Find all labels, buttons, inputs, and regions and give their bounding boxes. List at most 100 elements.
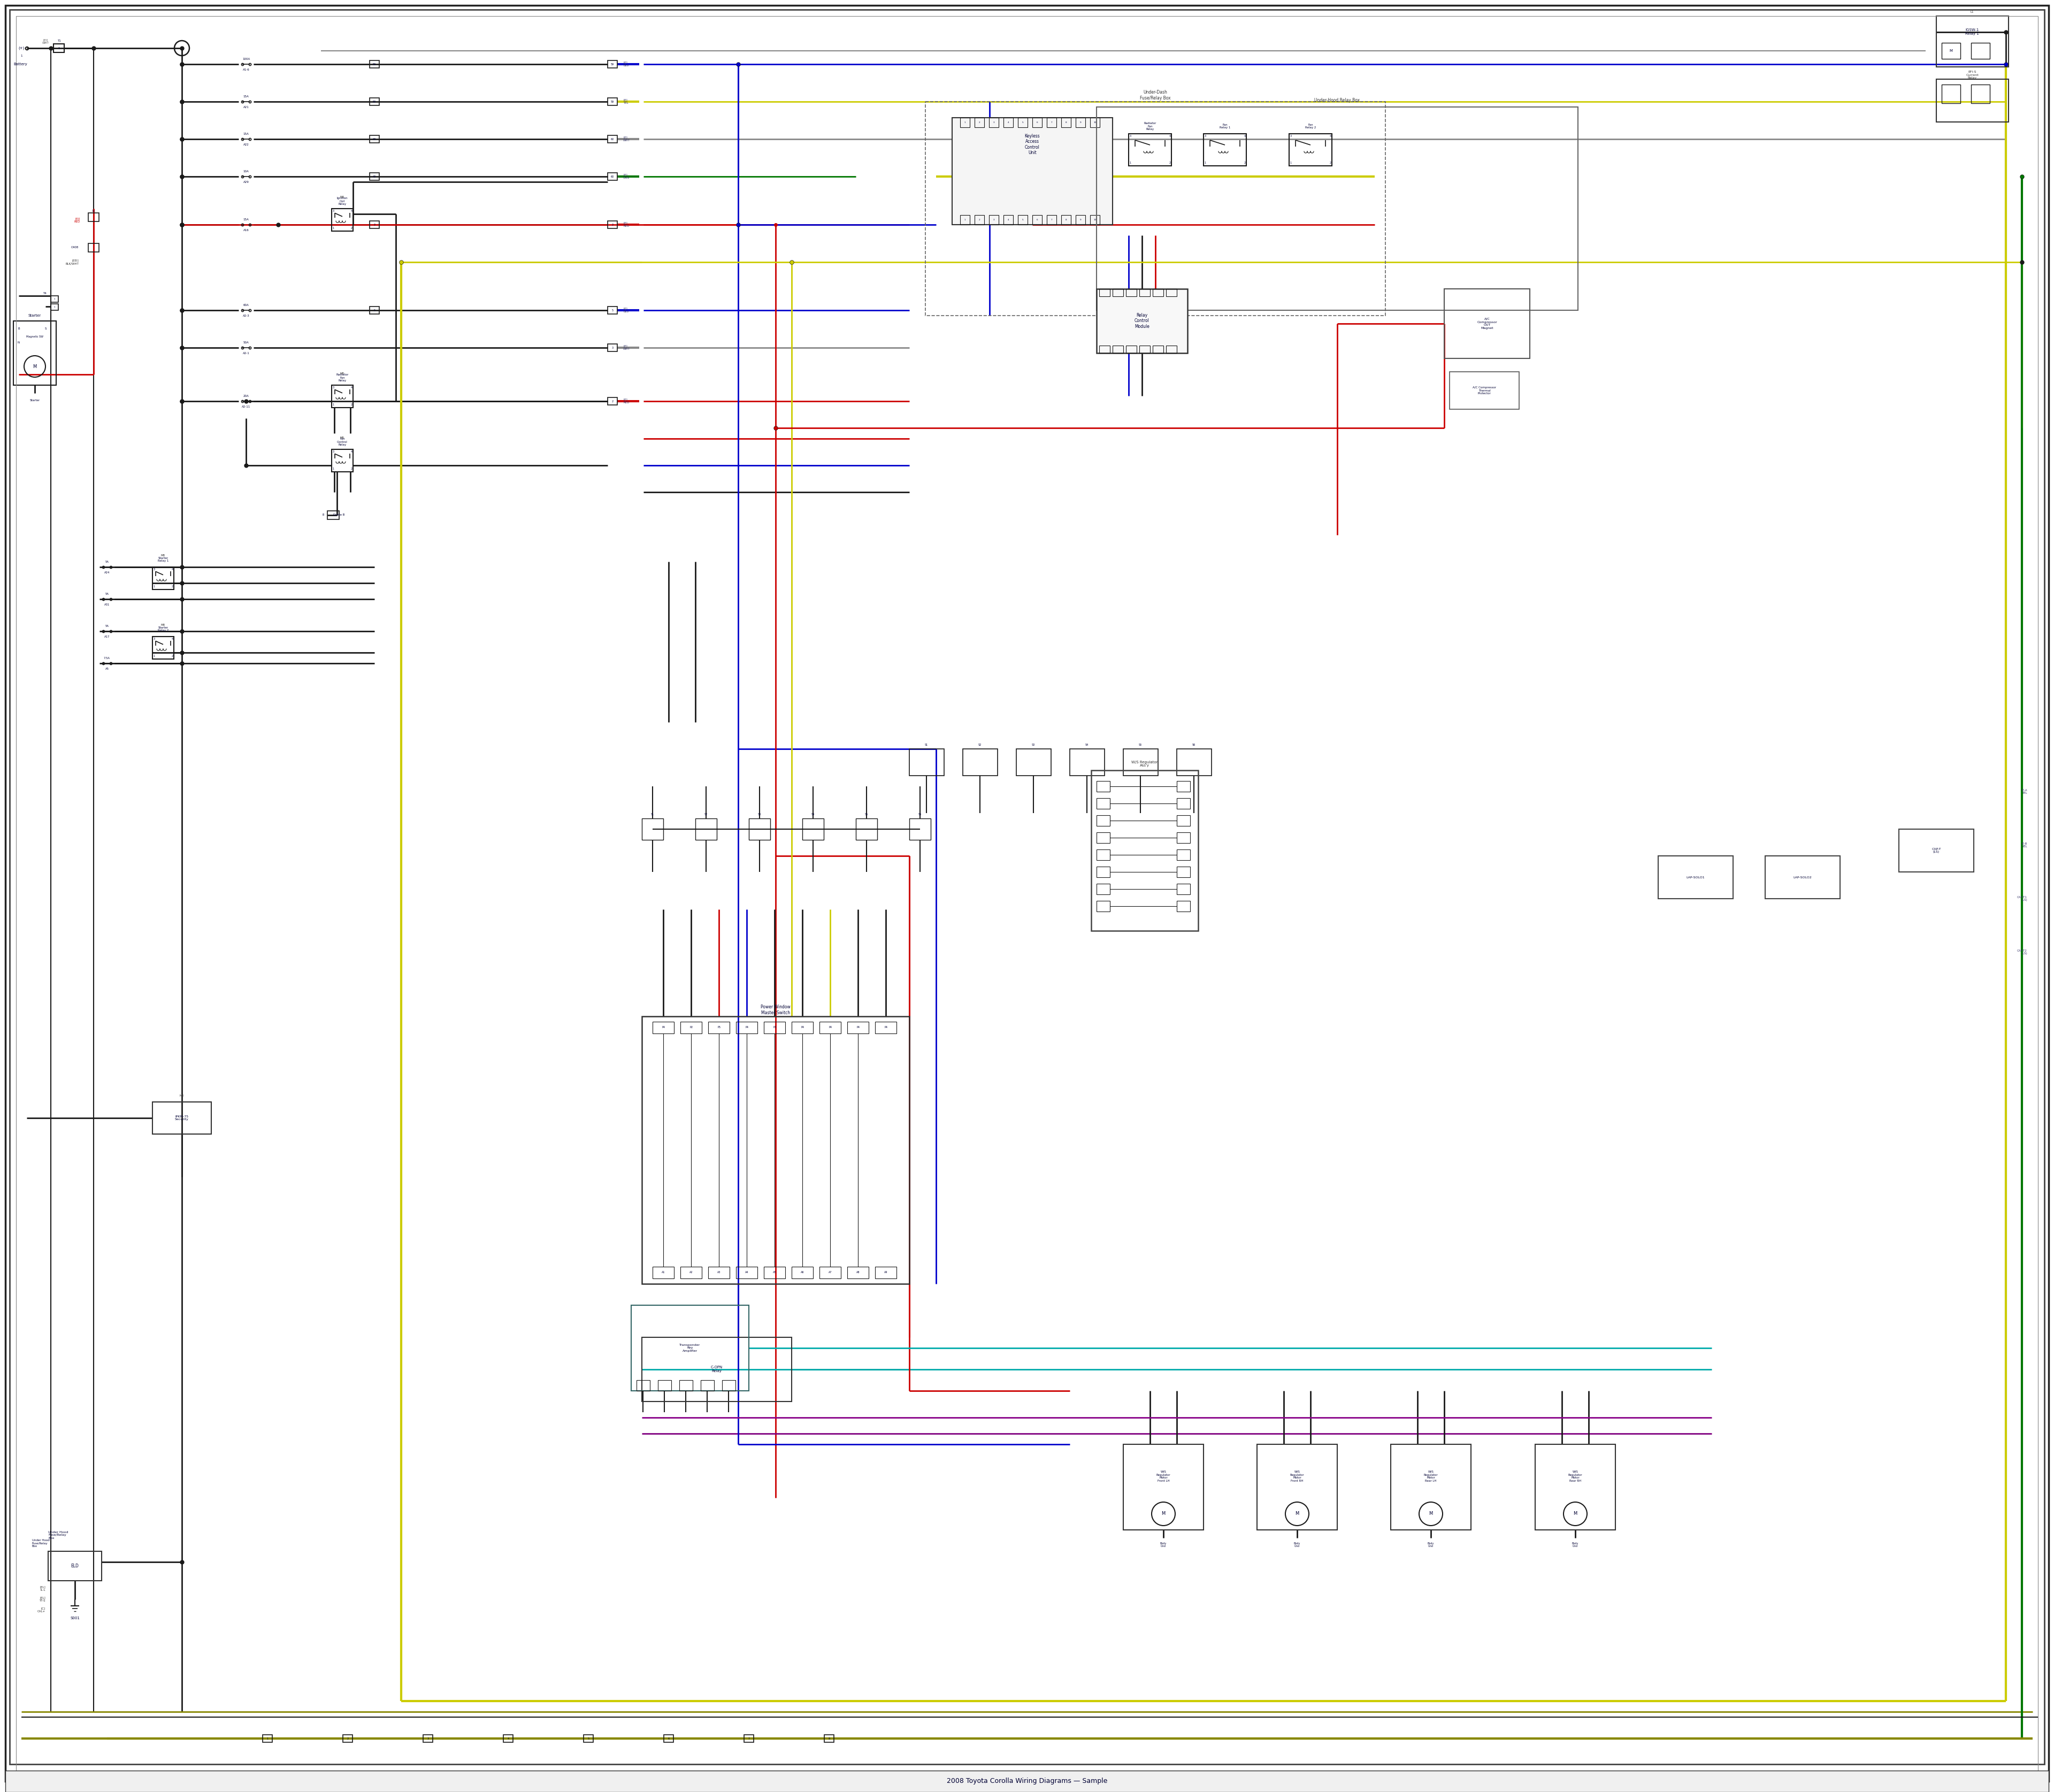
- Text: Radiator
Fan
Relay: Radiator Fan Relay: [1144, 122, 1156, 131]
- Bar: [370, 172, 380, 181]
- Text: 5A: 5A: [105, 593, 109, 595]
- Text: P5: P5: [717, 1027, 721, 1029]
- Bar: [990, 215, 998, 224]
- Bar: [709, 1267, 729, 1278]
- Text: [E]
BLU: [E] BLU: [622, 61, 629, 66]
- Bar: [331, 385, 353, 407]
- Text: M6: M6: [341, 435, 345, 439]
- Bar: [803, 819, 824, 840]
- Bar: [1019, 215, 1027, 224]
- Bar: [608, 61, 618, 68]
- Text: [EJ]
RED: [EJ] RED: [74, 217, 80, 224]
- Bar: [1177, 781, 1189, 792]
- Text: L1: L1: [1970, 11, 1974, 13]
- Bar: [723, 1380, 735, 1391]
- Text: 60: 60: [372, 138, 376, 140]
- Text: S4: S4: [811, 814, 815, 815]
- Bar: [1534, 1444, 1614, 1530]
- Bar: [1004, 215, 1013, 224]
- Text: 60: 60: [610, 138, 614, 140]
- Bar: [1257, 1444, 1337, 1530]
- Text: A4: A4: [746, 1271, 748, 1274]
- Text: (+): (+): [18, 47, 25, 50]
- Bar: [641, 819, 663, 840]
- Text: A9: A9: [883, 1271, 887, 1274]
- Text: 20A: 20A: [242, 394, 249, 398]
- Bar: [820, 1267, 840, 1278]
- Bar: [1097, 867, 1109, 878]
- Text: A8: A8: [857, 1271, 861, 1274]
- Bar: [1048, 118, 1056, 127]
- Bar: [370, 136, 380, 143]
- Text: Starter: Starter: [29, 314, 41, 317]
- Text: W/S
Regulator
Motor
Front RH: W/S Regulator Motor Front RH: [1290, 1471, 1304, 1482]
- Text: S6: S6: [1191, 744, 1195, 745]
- Text: 59: 59: [610, 100, 614, 102]
- Bar: [1097, 883, 1109, 894]
- Text: Radiator
Fan
Relay: Radiator Fan Relay: [337, 373, 349, 382]
- Bar: [953, 118, 1113, 224]
- Text: M: M: [1949, 48, 1953, 52]
- Bar: [791, 1267, 813, 1278]
- Text: [E]
BLU: [E] BLU: [622, 308, 629, 314]
- Text: T4: T4: [43, 292, 47, 294]
- Bar: [1898, 830, 1974, 873]
- Text: [EL]
IL-L: [EL] IL-L: [39, 1586, 45, 1591]
- Bar: [1113, 289, 1124, 296]
- Bar: [846, 1267, 869, 1278]
- Bar: [1033, 215, 1041, 224]
- Bar: [370, 220, 380, 228]
- Bar: [875, 1267, 896, 1278]
- Bar: [1152, 289, 1163, 296]
- Text: Power Window
Master Switch: Power Window Master Switch: [760, 1005, 791, 1014]
- Text: A6: A6: [801, 1271, 803, 1274]
- Bar: [1658, 857, 1734, 898]
- Text: [EL]
YT-S: [EL] YT-S: [39, 1597, 45, 1602]
- Text: M4: M4: [341, 195, 345, 199]
- Bar: [1097, 831, 1109, 842]
- Text: A17: A17: [105, 634, 109, 638]
- Bar: [1764, 857, 1840, 898]
- Text: M8: M8: [179, 1095, 185, 1097]
- Text: S001: S001: [70, 1616, 80, 1620]
- Text: S1: S1: [651, 814, 655, 815]
- Bar: [680, 1021, 702, 1034]
- Text: EFI-S
Current
Relay: EFI-S Current Relay: [1966, 70, 1978, 79]
- Bar: [1177, 831, 1189, 842]
- Bar: [608, 136, 618, 143]
- Text: Under-Dash
Fuse/Relay Box: Under-Dash Fuse/Relay Box: [1140, 90, 1171, 100]
- Text: S3: S3: [1031, 744, 1035, 745]
- Text: IGSW-1
Relay 1: IGSW-1 Relay 1: [1966, 29, 1980, 36]
- Text: Fan
Relay 1: Fan Relay 1: [1220, 124, 1230, 129]
- Bar: [503, 1735, 514, 1742]
- Text: 10: 10: [1093, 122, 1097, 124]
- Text: S5: S5: [865, 814, 869, 815]
- Bar: [974, 215, 984, 224]
- Text: A29: A29: [242, 181, 249, 183]
- Text: Body
Gnd: Body Gnd: [1161, 1541, 1167, 1548]
- Bar: [680, 1267, 702, 1278]
- Text: CAP-T
(LS): CAP-T (LS): [1931, 848, 1941, 853]
- Text: Body
Gnd: Body Gnd: [1294, 1541, 1300, 1548]
- Bar: [88, 213, 99, 222]
- Bar: [820, 1021, 840, 1034]
- Text: C-OPN
Relay: C-OPN Relay: [711, 1366, 723, 1373]
- Bar: [709, 1021, 729, 1034]
- Text: IE-B
YEL: IE-B YEL: [2021, 842, 2027, 848]
- Bar: [1097, 815, 1109, 826]
- Bar: [1941, 84, 1960, 104]
- Bar: [1099, 289, 1109, 296]
- Text: A/C
Compressor
OUT
Magnet: A/C Compressor OUT Magnet: [1477, 317, 1497, 330]
- Bar: [1091, 771, 1197, 930]
- Bar: [824, 1735, 834, 1742]
- Text: Ignition
Coil
Relay: Ignition Coil Relay: [337, 197, 347, 206]
- Bar: [990, 118, 998, 127]
- Text: [E]
RED: [E] RED: [622, 398, 629, 403]
- Bar: [583, 1735, 594, 1742]
- Text: W/S
Regulator
Motor
Front LH: W/S Regulator Motor Front LH: [1156, 1471, 1171, 1482]
- Text: 60: 60: [610, 176, 614, 177]
- Text: A3: A3: [717, 1271, 721, 1274]
- Text: ELD: ELD: [72, 1563, 78, 1568]
- Text: 5A: 5A: [105, 625, 109, 627]
- Bar: [423, 1735, 433, 1742]
